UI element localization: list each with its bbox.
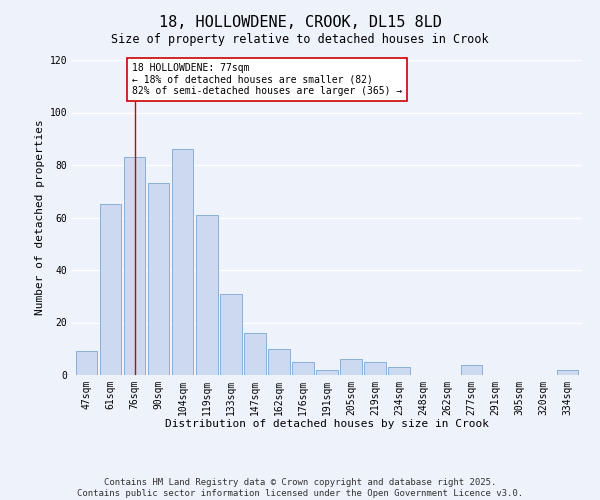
Bar bbox=[557, 370, 578, 375]
Bar bbox=[124, 157, 145, 375]
Y-axis label: Number of detached properties: Number of detached properties bbox=[35, 120, 46, 316]
Bar bbox=[100, 204, 121, 375]
Bar bbox=[461, 364, 482, 375]
Bar bbox=[172, 149, 193, 375]
Text: Contains HM Land Registry data © Crown copyright and database right 2025.
Contai: Contains HM Land Registry data © Crown c… bbox=[77, 478, 523, 498]
Text: 18, HOLLOWDENE, CROOK, DL15 8LD: 18, HOLLOWDENE, CROOK, DL15 8LD bbox=[158, 15, 442, 30]
Bar bbox=[244, 333, 266, 375]
Bar bbox=[364, 362, 386, 375]
Bar bbox=[340, 359, 362, 375]
X-axis label: Distribution of detached houses by size in Crook: Distribution of detached houses by size … bbox=[165, 420, 489, 430]
Bar bbox=[220, 294, 242, 375]
Bar bbox=[76, 352, 97, 375]
Text: 18 HOLLOWDENE: 77sqm
← 18% of detached houses are smaller (82)
82% of semi-detac: 18 HOLLOWDENE: 77sqm ← 18% of detached h… bbox=[132, 62, 403, 96]
Bar bbox=[292, 362, 314, 375]
Bar bbox=[196, 215, 218, 375]
Bar bbox=[316, 370, 338, 375]
Bar bbox=[268, 349, 290, 375]
Bar bbox=[388, 367, 410, 375]
Bar bbox=[148, 184, 169, 375]
Text: Size of property relative to detached houses in Crook: Size of property relative to detached ho… bbox=[111, 32, 489, 46]
